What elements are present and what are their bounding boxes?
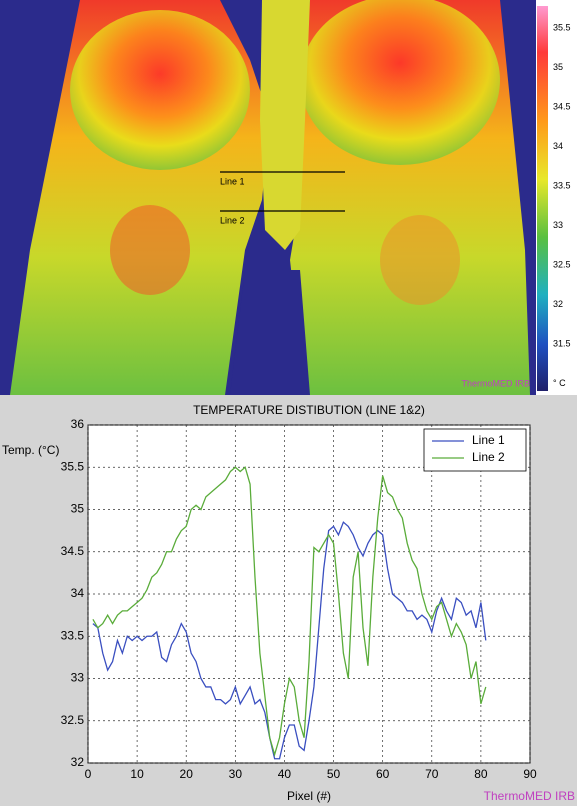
x-tick-label: 80 <box>474 767 488 781</box>
x-tick-label: 60 <box>376 767 390 781</box>
colorbar-tick-label: 33.5 <box>553 180 571 190</box>
hot-region <box>70 10 250 170</box>
colorbar-tick-label: 31.5 <box>553 338 571 348</box>
x-axis-label: Pixel (#) <box>287 789 331 803</box>
legend-label: Line 2 <box>472 450 505 464</box>
x-tick-label: 20 <box>180 767 194 781</box>
line-label: Line 2 <box>220 215 245 225</box>
watermark: ThermoMED IRB <box>484 789 575 803</box>
center-region <box>260 0 310 250</box>
x-tick-label: 30 <box>229 767 243 781</box>
y-tick-label: 35.5 <box>61 459 85 473</box>
colorbar-tick-label: 32 <box>553 299 563 309</box>
x-tick-label: 0 <box>85 767 92 781</box>
y-tick-label: 32 <box>71 755 85 769</box>
y-tick-label: 32.5 <box>61 713 85 727</box>
gap <box>230 270 310 395</box>
y-tick-label: 34.5 <box>61 544 85 558</box>
x-tick-label: 70 <box>425 767 439 781</box>
watermark: ThermoMED IRB <box>461 378 530 388</box>
data-line <box>92 466 487 757</box>
y-tick-label: 36 <box>71 417 85 431</box>
colorbar-tick-label: 33 <box>553 220 563 230</box>
colorbar <box>537 6 548 391</box>
x-tick-label: 10 <box>130 767 144 781</box>
y-tick-label: 34 <box>71 586 85 600</box>
legend-label: Line 1 <box>472 433 505 447</box>
y-tick-label: 35 <box>71 502 85 516</box>
warm-spot <box>380 215 460 305</box>
colorbar-tick-label: 34 <box>553 141 563 151</box>
y-axis-label: Temp. (°C) <box>2 443 59 457</box>
x-tick-label: 40 <box>278 767 292 781</box>
hot-region <box>300 0 500 165</box>
colorbar-tick-label: 34.5 <box>553 101 571 111</box>
chart-title: TEMPERATURE DISTIBUTION (LINE 1&2) <box>193 403 425 417</box>
x-tick-label: 50 <box>327 767 341 781</box>
y-tick-label: 33 <box>71 671 85 685</box>
legend-box <box>423 428 527 472</box>
colorbar-tick-label: ° C <box>553 378 566 388</box>
data-line <box>92 521 487 760</box>
y-tick-label: 33.5 <box>61 628 85 642</box>
colorbar-tick-label: 35 <box>553 62 563 72</box>
colorbar-tick-label: 35.5 <box>553 22 571 32</box>
x-tick-label: 90 <box>523 767 537 781</box>
colorbar-tick-label: 32.5 <box>553 259 571 269</box>
warm-spot <box>110 205 190 295</box>
line-label: Line 1 <box>220 176 245 186</box>
